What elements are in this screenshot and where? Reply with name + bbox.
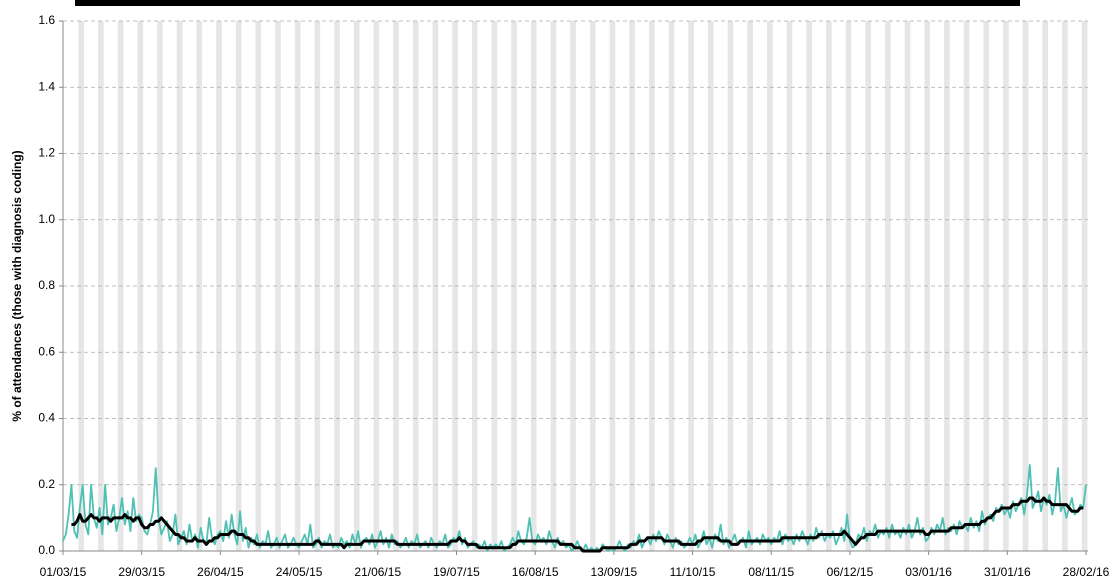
weekend-band bbox=[589, 21, 596, 551]
x-tick-label: 31/01/16 bbox=[984, 565, 1031, 579]
grid bbox=[63, 20, 1088, 552]
x-tick-label: 08/11/15 bbox=[748, 565, 794, 579]
title-bar bbox=[75, 0, 1020, 6]
weekend-band bbox=[1003, 21, 1009, 551]
weekend-band bbox=[786, 21, 793, 551]
x-tick-label: 28/02/16 bbox=[1063, 565, 1110, 579]
x-tick-label: 26/04/15 bbox=[197, 565, 244, 579]
weekend-band bbox=[471, 21, 478, 551]
weekend-band bbox=[983, 21, 990, 551]
weekend-band bbox=[885, 21, 891, 551]
weekend-band bbox=[491, 21, 498, 551]
weekend-band bbox=[393, 21, 399, 551]
weekend-band bbox=[373, 21, 380, 551]
weekend-band bbox=[275, 21, 281, 551]
y-tick-label: 0.4 bbox=[38, 411, 55, 425]
weekend-band bbox=[767, 21, 773, 551]
x-tick-label: 03/01/16 bbox=[905, 565, 952, 579]
x-tick-label: 01/03/15 bbox=[40, 565, 87, 579]
series-line bbox=[71, 496, 1084, 553]
x-tick-label: 21/06/15 bbox=[354, 565, 401, 579]
weekend-band bbox=[78, 21, 85, 551]
y-tick-label: 1.0 bbox=[38, 212, 55, 226]
y-tick-label: 1.4 bbox=[38, 79, 55, 93]
x-tick-label: 06/12/15 bbox=[827, 565, 874, 579]
weekend-band bbox=[806, 21, 812, 551]
y-tick-label: 0.0 bbox=[38, 543, 55, 557]
weekend-band bbox=[157, 21, 163, 551]
y-tick-label: 0.6 bbox=[38, 344, 55, 358]
weekend-band bbox=[668, 21, 675, 551]
weekend-band bbox=[353, 21, 360, 551]
weekend-band bbox=[904, 21, 911, 551]
x-tick-label: 16/08/15 bbox=[512, 565, 559, 579]
weekend-band bbox=[1081, 21, 1088, 551]
weekend-band bbox=[688, 21, 694, 551]
weekend-band bbox=[255, 21, 262, 551]
y-tick-label: 0.2 bbox=[38, 477, 55, 491]
x-tick-label: 19/07/15 bbox=[433, 565, 480, 579]
y-axis-label: % of attendances (those with diagnosis c… bbox=[10, 150, 24, 421]
x-tick-label: 24/05/15 bbox=[276, 565, 323, 579]
weekend-band bbox=[176, 21, 183, 551]
x-tick-label: 13/09/15 bbox=[590, 565, 637, 579]
y-tick-label: 1.6 bbox=[38, 13, 55, 27]
weekend-band bbox=[570, 21, 576, 551]
y-tick-label: 1.2 bbox=[38, 146, 55, 160]
x-tick-label: 29/03/15 bbox=[118, 565, 165, 579]
y-tick-label: 0.8 bbox=[38, 278, 55, 292]
x-tick-label: 11/10/15 bbox=[670, 565, 716, 579]
